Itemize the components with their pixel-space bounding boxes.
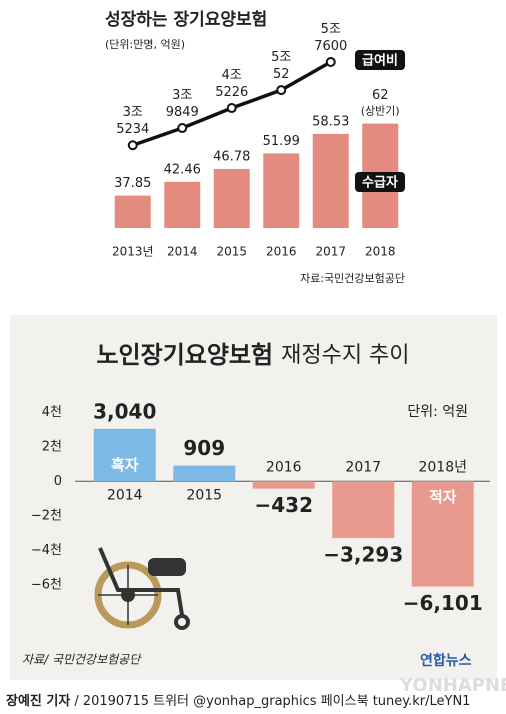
- marker: [127, 140, 138, 151]
- byline: 장예진 기자: [6, 693, 70, 709]
- chart-title: 성장하는 장기요양보험: [105, 9, 267, 30]
- x-tick-label: 2017: [345, 459, 381, 475]
- x-tick-label: 2016: [266, 459, 302, 475]
- y-tick-label: −4천: [31, 543, 62, 558]
- value-label: 5조 7600: [314, 21, 347, 53]
- value-label: 37.85: [114, 176, 151, 191]
- x-tick-label: 2015: [216, 245, 247, 259]
- value-label: 46.78: [213, 149, 250, 164]
- value-label: 3,040: [93, 399, 156, 423]
- logo: 연합뉴스: [420, 652, 472, 669]
- value-label: 3조 5234: [116, 105, 149, 137]
- legend-label: 수급자: [362, 176, 398, 191]
- bar: [114, 195, 151, 228]
- y-tick-label: 4천: [42, 405, 62, 420]
- value-label: 5조 52: [271, 50, 291, 82]
- chart-title: 노인장기요양보험 재정수지 추이: [96, 341, 409, 369]
- legend-box: [355, 172, 405, 192]
- bar: [263, 153, 300, 228]
- x-tick-label: 2018: [365, 245, 396, 259]
- value-label: 3조 9849: [166, 88, 199, 120]
- y-tick-label: −6천: [31, 577, 62, 592]
- bar: [332, 481, 395, 539]
- value-label: 58.53: [312, 114, 349, 129]
- x-tick-label: 2018년: [418, 459, 467, 475]
- annotation: 흑자: [111, 456, 139, 474]
- marker: [177, 123, 188, 134]
- bar: [164, 181, 201, 228]
- source: 자료:국민건강보험공단: [300, 272, 405, 285]
- x-tick-label: 2014: [167, 245, 198, 259]
- bar: [252, 481, 315, 489]
- title-main: 노인장기요양보험: [96, 341, 273, 369]
- title-sub: 재정수지 추이: [281, 343, 409, 368]
- value-label: 909: [183, 436, 225, 460]
- value-label: −6,101: [403, 591, 483, 615]
- y-tick-label: −2천: [31, 508, 62, 523]
- annotation: (상반기): [361, 105, 400, 118]
- y-tick-label: 2천: [42, 439, 62, 454]
- y-tick-label: 0: [54, 474, 62, 489]
- watermark: YONHAPNEWS: [399, 675, 506, 696]
- value-label: −432: [254, 493, 313, 517]
- legend-box: [355, 50, 405, 70]
- x-tick-label: 2014: [107, 487, 143, 503]
- source: 자료/ 국민건강보험공단: [22, 653, 142, 667]
- credit: / 20190715 트위터 @yonhap_graphics 페이스북 tun…: [74, 694, 470, 709]
- x-tick-label: 2015: [186, 487, 222, 503]
- x-tick-label: 2017: [315, 245, 346, 259]
- bar: [411, 481, 474, 587]
- unit: 단위: 억원: [407, 404, 468, 420]
- footer: 장예진 기자 / 20190715 트위터 @yonhap_graphics 페이…: [6, 693, 470, 709]
- bar: [93, 428, 156, 482]
- wheelchair-icon: [94, 547, 190, 630]
- value-label: 51.99: [263, 134, 300, 149]
- value-label: 42.46: [164, 162, 201, 177]
- marker: [276, 85, 287, 96]
- marker: [325, 56, 336, 67]
- value-label: 62: [372, 88, 389, 103]
- value-label: −3,293: [323, 543, 403, 567]
- bar: [312, 133, 349, 228]
- bar: [213, 168, 250, 228]
- annotation: 적자: [429, 488, 457, 506]
- x-tick-label: 2016: [266, 245, 297, 259]
- x-tick-label: 2013년: [112, 245, 154, 259]
- value-label: 4조 5226: [215, 68, 248, 100]
- legend-label: 급여비: [362, 53, 398, 69]
- marker: [226, 103, 237, 114]
- bar: [173, 465, 236, 482]
- chart-subtitle: (단위:만명, 억원): [105, 38, 185, 51]
